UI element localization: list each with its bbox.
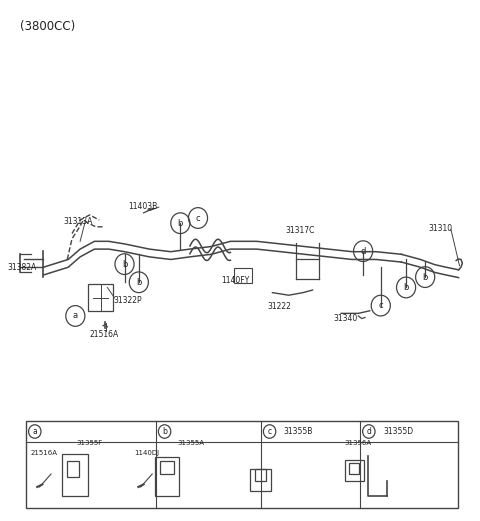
Text: (3800CC): (3800CC): [21, 19, 76, 32]
Bar: [62, 454, 88, 497]
Bar: [345, 460, 364, 481]
Text: 31340: 31340: [333, 314, 357, 323]
Text: 31355A: 31355A: [177, 440, 204, 446]
Bar: [234, 268, 252, 283]
Bar: [26, 421, 458, 508]
Text: b: b: [122, 259, 127, 269]
Bar: [155, 457, 179, 497]
Bar: [160, 461, 174, 474]
Text: 1140DJ: 1140DJ: [134, 450, 159, 456]
Text: c: c: [378, 301, 383, 310]
Text: 21516A: 21516A: [30, 450, 57, 456]
Text: 31355D: 31355D: [383, 427, 413, 436]
Text: 31382A: 31382A: [7, 263, 36, 272]
Text: 11403B: 11403B: [128, 202, 157, 210]
Text: 31355B: 31355B: [284, 427, 313, 436]
Text: b: b: [178, 219, 183, 228]
Bar: [251, 469, 271, 491]
Text: a: a: [33, 427, 37, 436]
Text: 31313A: 31313A: [63, 217, 93, 226]
Bar: [88, 284, 113, 311]
Text: a: a: [73, 312, 78, 320]
Text: c: c: [267, 427, 272, 436]
Bar: [67, 461, 79, 477]
Text: b: b: [162, 427, 167, 436]
Text: 31222: 31222: [268, 302, 291, 311]
Text: 31322P: 31322P: [114, 296, 142, 305]
Text: 31355F: 31355F: [77, 440, 103, 446]
Text: 21516A: 21516A: [90, 330, 119, 339]
Bar: [255, 469, 266, 481]
Text: c: c: [196, 214, 200, 222]
Text: 1140FY: 1140FY: [221, 276, 249, 284]
Text: b: b: [136, 278, 142, 287]
Bar: [349, 463, 360, 474]
Text: b: b: [422, 272, 428, 281]
Text: b: b: [403, 283, 409, 292]
Text: 31356A: 31356A: [344, 440, 371, 446]
Text: 31317C: 31317C: [285, 226, 315, 235]
Text: 31310: 31310: [429, 224, 453, 233]
Text: d: d: [360, 246, 366, 256]
Text: d: d: [366, 427, 372, 436]
